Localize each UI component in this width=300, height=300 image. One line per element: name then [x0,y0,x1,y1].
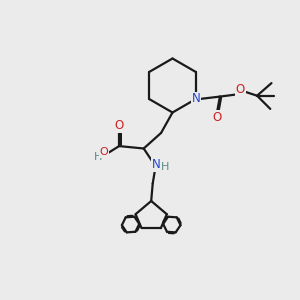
Text: H: H [160,162,169,172]
Text: N: N [191,92,200,106]
Text: H: H [94,152,102,162]
Text: O: O [100,147,109,157]
Text: N: N [152,158,161,171]
Text: O: O [212,111,221,124]
Text: O: O [115,118,124,132]
Text: O: O [236,83,245,96]
